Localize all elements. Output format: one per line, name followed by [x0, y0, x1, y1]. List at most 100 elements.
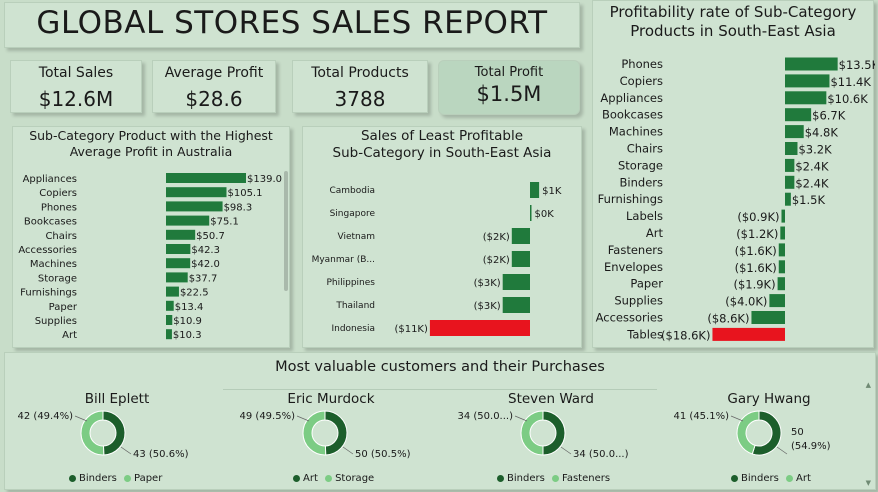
- bar[interactable]: [166, 187, 227, 198]
- bar[interactable]: [511, 228, 530, 244]
- bar[interactable]: [166, 229, 196, 240]
- data-label: ($3K): [474, 301, 501, 312]
- bar[interactable]: [785, 125, 804, 139]
- donut-slice[interactable]: [102, 410, 126, 456]
- least-profitable-panel: Sales of Least Profitable Sub-Category i…: [302, 126, 582, 348]
- donut-slice[interactable]: [80, 410, 105, 456]
- category-label: Bookcases: [24, 217, 77, 228]
- bar[interactable]: [502, 274, 530, 290]
- bar[interactable]: [781, 209, 785, 223]
- scroll-arrow-icon[interactable]: ▲: [865, 381, 871, 389]
- donut-slice[interactable]: [736, 410, 760, 455]
- donut-chart[interactable]: 49 (49.5%) 50 (50.5%): [233, 405, 433, 485]
- chart-title-line: Products in South-East Asia: [630, 22, 836, 40]
- bar[interactable]: [166, 286, 179, 297]
- data-label: ($18.6K): [661, 328, 710, 342]
- category-label: Paper: [49, 302, 78, 313]
- data-label: $1.5K: [792, 193, 826, 207]
- legend-label: Binders: [741, 473, 779, 484]
- report-title: GLOBAL STORES SALES REPORT: [36, 5, 548, 41]
- donut-chart[interactable]: 42 (49.4%) 43 (50.6%): [17, 405, 217, 485]
- legend-dot: [293, 474, 300, 482]
- category-label: Binders: [620, 175, 663, 189]
- donut-legend: Art Storage: [293, 473, 374, 484]
- category-label: Thailand: [335, 301, 375, 311]
- category-label: Furnishings: [598, 192, 663, 206]
- bar[interactable]: [166, 315, 173, 325]
- donut-slice[interactable]: [302, 410, 327, 456]
- kpi-total-sales[interactable]: Total Sales $12.6M: [10, 60, 142, 113]
- legend-label: Art: [796, 473, 811, 484]
- bar[interactable]: [785, 158, 795, 172]
- bar[interactable]: [530, 205, 532, 221]
- category-label: Copiers: [620, 74, 663, 88]
- leader-line: [776, 446, 788, 455]
- chart-title-line: Profitability rate of Sub-Category: [609, 3, 857, 21]
- bar[interactable]: [778, 243, 785, 257]
- bar[interactable]: [785, 74, 830, 88]
- bar[interactable]: [780, 226, 785, 240]
- kpi-total-products[interactable]: Total Products 3788: [292, 60, 428, 113]
- kpi-average-profit[interactable]: Average Profit $28.6: [152, 60, 276, 113]
- donut-chart[interactable]: 34 (50.0...) 34 (50.0...): [453, 405, 653, 485]
- australia-avg-profit-panel: Sub-Category Product with the Highest Av…: [12, 126, 290, 348]
- kpi-total-profit[interactable]: Total Profit $1.5M: [438, 60, 580, 115]
- donut-slice[interactable]: [751, 410, 782, 456]
- category-label: Machines: [30, 259, 77, 270]
- slice-label: 34 (50.0...): [457, 411, 513, 422]
- legend-label: Binders: [507, 473, 545, 484]
- chart-title-line: Average Profit in Australia: [69, 144, 233, 159]
- australia-bar-chart: Appliances $139.0 Copiers $105.1 Phones $98.3…: [18, 173, 282, 341]
- data-label: ($1.6K): [735, 244, 777, 258]
- data-label: ($8.6K): [707, 312, 749, 326]
- data-label: $105.1: [227, 188, 262, 199]
- bar[interactable]: [166, 258, 191, 269]
- category-label: Storage: [618, 158, 663, 172]
- category-label: Chairs: [45, 231, 77, 242]
- bar[interactable]: [166, 272, 188, 283]
- bar[interactable]: [785, 91, 827, 105]
- category-label: Furnishings: [20, 288, 77, 299]
- data-label: ($2K): [483, 232, 510, 243]
- donut-chart[interactable]: 41 (45.1%) 50 (54.9%): [669, 405, 869, 485]
- bar[interactable]: [751, 311, 785, 324]
- bar[interactable]: [166, 201, 223, 212]
- bar[interactable]: [502, 297, 530, 313]
- data-label: $50.7: [196, 231, 225, 242]
- bar[interactable]: [785, 142, 798, 155]
- bar[interactable]: [429, 320, 530, 336]
- bar[interactable]: [777, 277, 785, 291]
- bar[interactable]: [166, 300, 174, 311]
- kpi-value: $28.6: [185, 87, 243, 111]
- donut-slice[interactable]: [542, 410, 566, 456]
- bar[interactable]: [769, 294, 785, 308]
- bar[interactable]: [785, 108, 812, 122]
- bar[interactable]: [530, 182, 540, 198]
- category-label: Labels: [626, 209, 663, 223]
- data-label: $13.5K: [839, 58, 875, 72]
- data-label: $1K: [542, 186, 562, 197]
- category-label: Philippines: [327, 278, 376, 288]
- customer-name: Gary Hwang: [727, 391, 811, 407]
- bar[interactable]: [166, 215, 210, 226]
- bar[interactable]: [785, 57, 838, 71]
- data-label: $2.4K: [795, 176, 829, 190]
- category-label: Fasteners: [608, 243, 663, 257]
- slice-label: 41 (45.1%): [674, 411, 730, 422]
- bar[interactable]: [785, 192, 791, 206]
- bar[interactable]: [511, 251, 530, 267]
- bar[interactable]: [778, 260, 785, 274]
- bar[interactable]: [785, 175, 795, 189]
- bar[interactable]: [712, 327, 785, 341]
- bar[interactable]: [166, 329, 172, 340]
- bar[interactable]: [166, 173, 246, 183]
- legend-label: Paper: [134, 473, 163, 484]
- bar[interactable]: [166, 244, 191, 254]
- donut-slice[interactable]: [520, 410, 544, 456]
- data-label: ($4.0K): [725, 295, 767, 309]
- donut-slice[interactable]: [324, 410, 348, 456]
- scrollbar[interactable]: [284, 171, 288, 291]
- data-label: $42.0: [191, 259, 220, 270]
- slice-label: 50 (50.5%): [355, 449, 411, 460]
- scroll-arrow-icon[interactable]: ▼: [865, 479, 871, 487]
